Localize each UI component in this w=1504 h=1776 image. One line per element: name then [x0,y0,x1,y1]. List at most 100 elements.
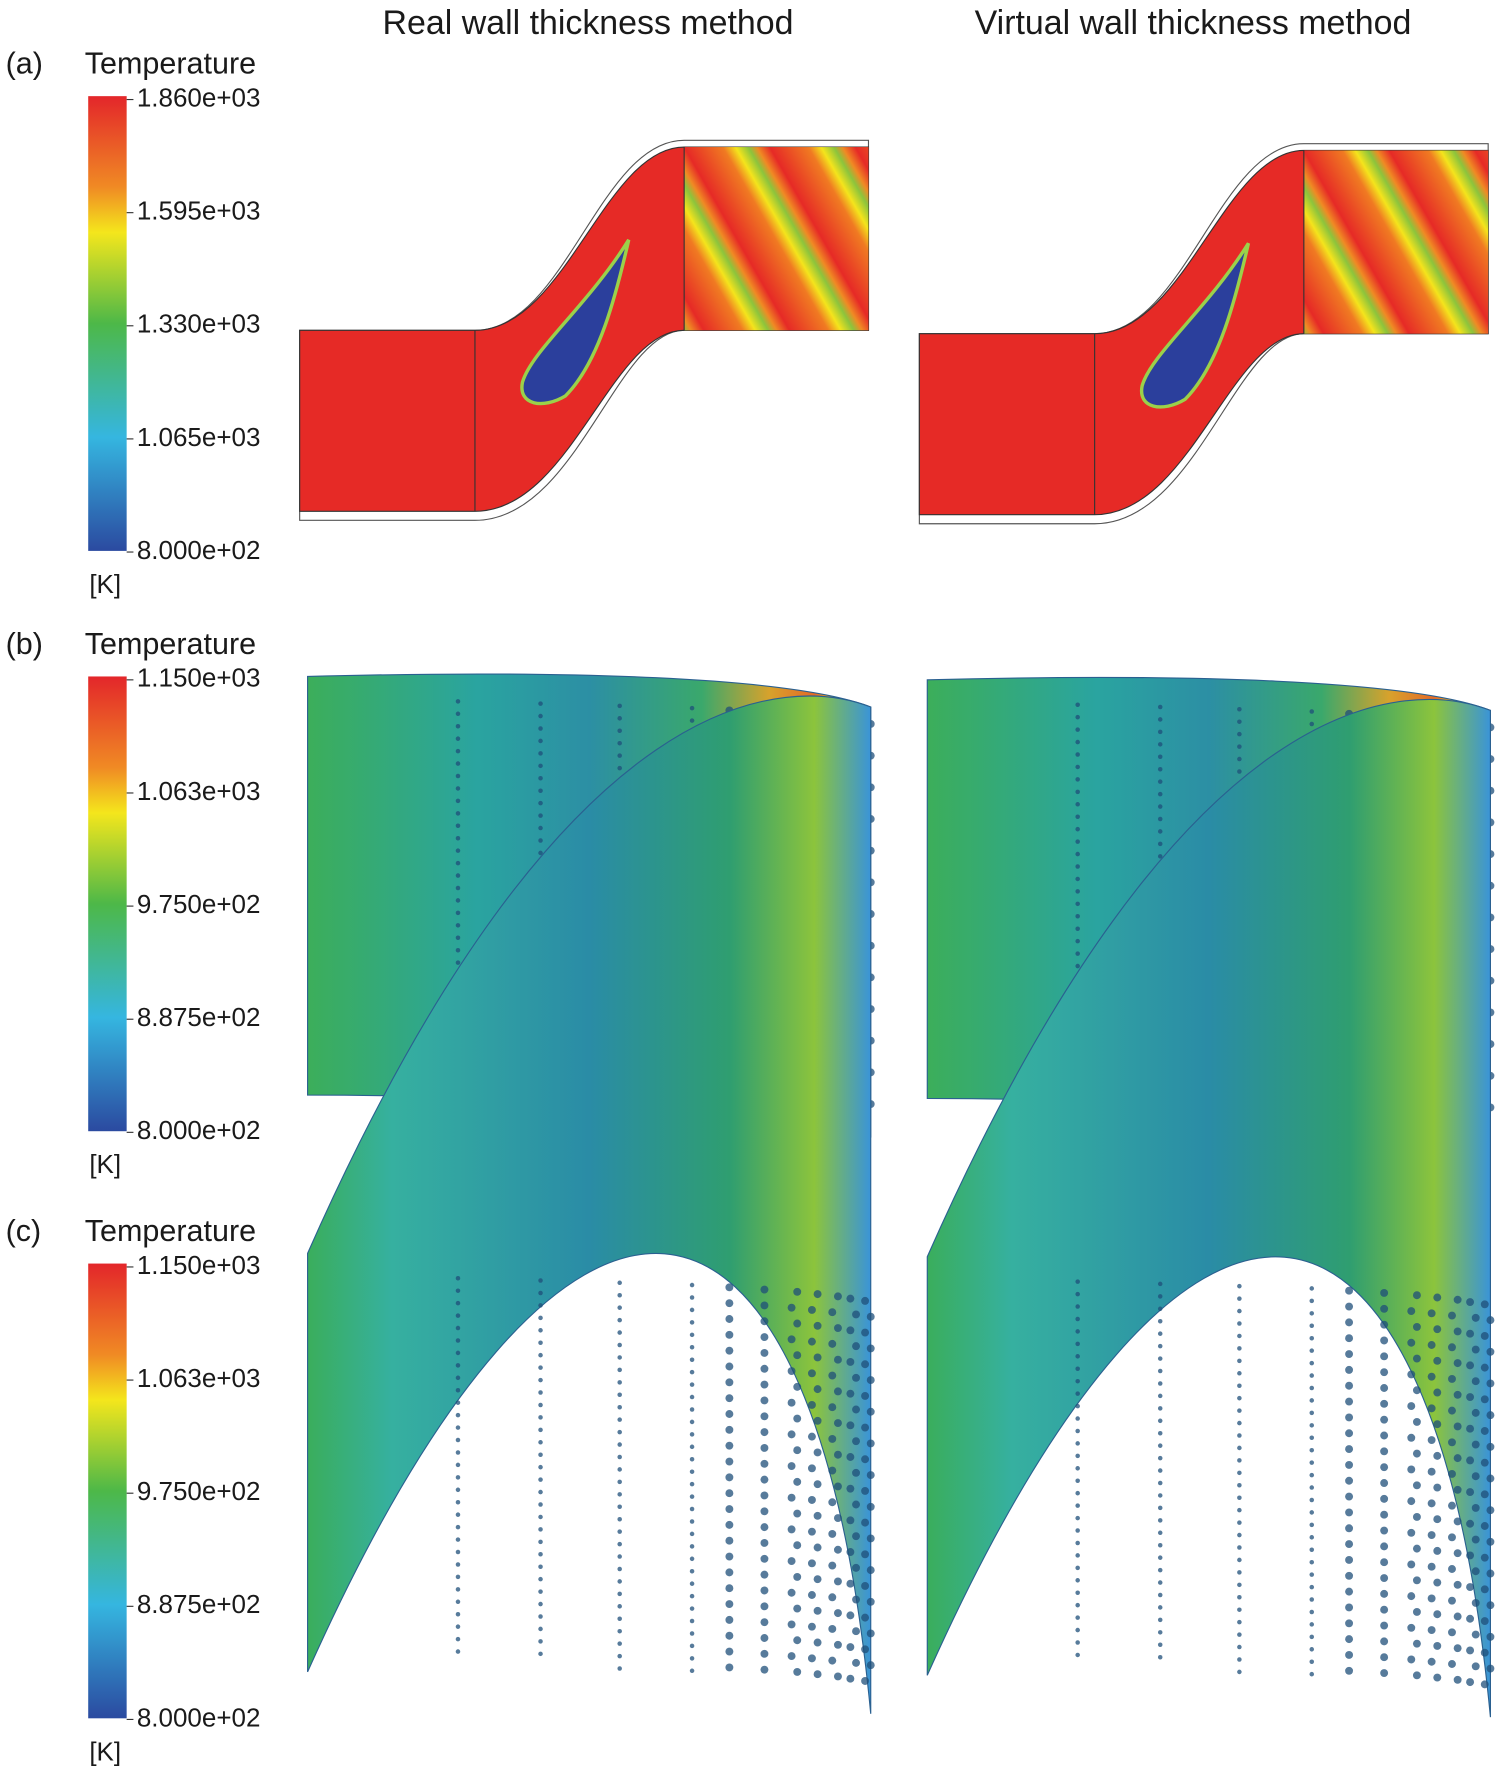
cooling-hole [1309,1522,1315,1528]
cooling-hole [1309,1286,1315,1291]
cooling-hole [760,1348,769,1357]
cooling-hole [538,1502,543,1507]
cooling-hole [1309,1385,1315,1391]
cooling-hole [455,773,461,779]
cooling-hole [846,1516,855,1525]
cooling-hole [1157,791,1163,797]
cooling-hole [813,1606,822,1615]
cooling-hole [538,1552,543,1557]
cooling-hole [1075,1602,1080,1608]
cooling-hole [828,1498,837,1507]
cooling-hole [617,753,622,758]
cooling-hole [1448,1343,1456,1352]
blade-surface [926,698,1491,1718]
cooling-hole [538,1402,543,1408]
cooling-hole [1380,1589,1389,1598]
cooling-hole [455,823,461,829]
cooling-hole [1237,1557,1242,1563]
cooling-hole [828,1308,837,1317]
cooling-hole [1075,1329,1080,1334]
cooling-hole [1237,1296,1242,1301]
cooling-hole [1075,1615,1080,1620]
cooling-hole [1157,1343,1163,1349]
cooling-hole [689,1606,695,1611]
cooling-hole [617,1516,622,1522]
cooling-hole [617,1280,622,1286]
cooling-hole [1466,1361,1475,1370]
cooling-hole [1407,1338,1416,1347]
cooling-hole [1433,1546,1442,1555]
cooling-hole [455,1624,461,1629]
cooling-hole [1309,721,1315,727]
cooling-hole [1407,1623,1416,1632]
cooling-hole [1237,1582,1242,1588]
cooling-hole [538,1440,543,1445]
cooling-hole [1309,1634,1315,1640]
cooling-hole [1427,1436,1436,1444]
cooling-hole [455,1487,461,1493]
cooling-hole [689,1531,695,1537]
colorbar-unit: [K] [89,569,121,599]
cooling-hole [852,1500,860,1509]
cooling-hole [1309,1659,1315,1665]
cooling-hole [1157,1542,1163,1548]
cooling-hole [617,703,622,709]
cooling-hole [813,1416,822,1425]
cooling-hole [1345,1635,1354,1644]
cooling-hole [1157,1642,1163,1648]
cooling-hole [793,1319,802,1328]
cooling-hole [1427,1372,1436,1381]
cooling-hole [617,1579,622,1584]
cooling-hole [1480,1585,1489,1594]
cooling-hole [1075,963,1080,969]
colorbar-tick-label: 1.860e+03 [137,82,261,112]
cooling-hole [760,1618,769,1627]
cooling-hole [689,1345,695,1350]
cooling-hole [1471,1567,1480,1576]
cooling-hole [846,1294,855,1303]
cooling-hole [1157,1605,1163,1610]
cooling-hole [1157,1306,1163,1312]
cooling-hole [1157,1393,1163,1399]
cooling-hole [1075,1291,1080,1297]
cooling-hole [1380,1368,1389,1377]
cooling-hole [760,1301,769,1310]
cooling-hole [538,1352,543,1358]
cooling-hole [1380,1526,1389,1535]
cooling-hole [846,1358,855,1366]
colorbar-unit: [K] [89,1149,121,1179]
cooling-hole [852,1342,860,1351]
cooling-hole [1407,1497,1416,1506]
cooling-hole [455,1288,461,1293]
cooling-hole [760,1586,769,1595]
colorbar-unit: [K] [89,1736,121,1766]
cooling-hole [617,1566,622,1572]
cooling-hole [807,1654,816,1663]
cooling-hole [1075,1627,1080,1633]
cooling-hole [455,835,461,841]
cooling-hole [1433,1451,1442,1460]
cooling-hole [1466,1551,1475,1560]
cooling-hole [1427,1341,1436,1349]
cooling-hole [1075,814,1080,819]
cooling-hole [1075,864,1080,869]
cooling-hole [1309,1597,1315,1602]
cooling-hole [538,776,543,781]
cooling-hole [689,1544,695,1549]
cooling-hole [617,1641,622,1646]
cooling-hole [538,838,543,843]
cooling-hole [1345,1619,1354,1628]
cooling-hole [1237,1619,1242,1625]
cooling-hole [1237,1420,1242,1426]
cooling-hole [538,1589,543,1594]
cooling-hole [1453,1390,1462,1399]
cooling-hole [455,1387,461,1393]
cooling-hole [1486,1537,1495,1546]
cooling-hole [689,1581,695,1586]
cooling-hole [725,1552,734,1561]
cooling-hole [1157,1505,1163,1511]
colorbar-title: Temperature [85,47,256,81]
cooling-hole [846,1421,855,1430]
cooling-hole [1309,1423,1315,1428]
cooling-hole [1309,1609,1315,1615]
